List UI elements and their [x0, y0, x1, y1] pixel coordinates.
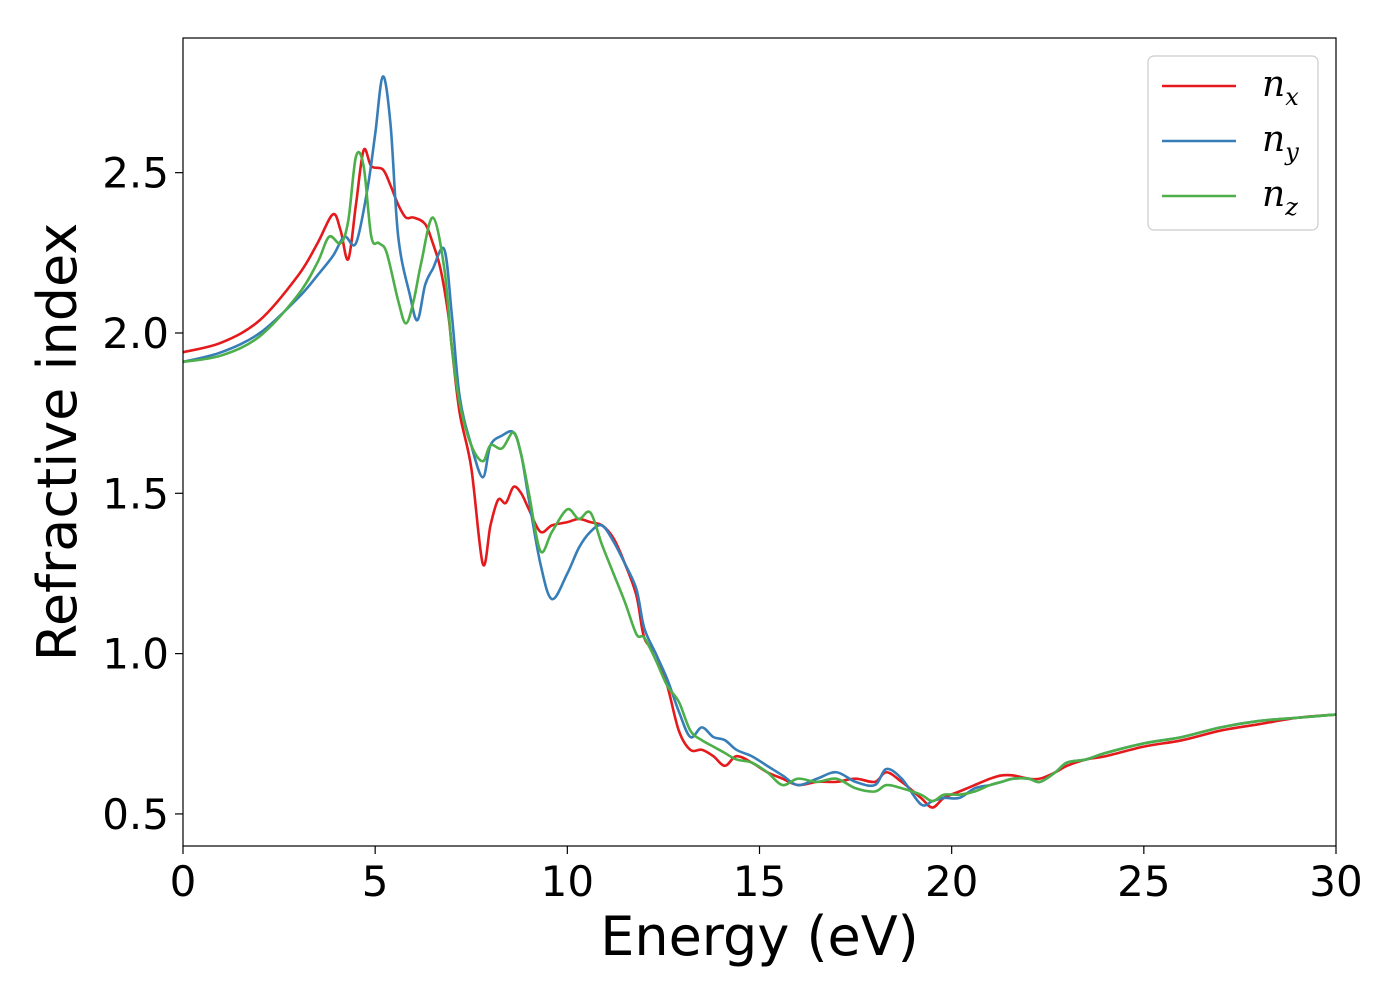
x-axis-title: Energy (eV) — [600, 905, 919, 968]
legend-item-z: nz — [1162, 174, 1298, 221]
legend-label: nx — [1262, 64, 1299, 111]
legend-box — [1147, 55, 1319, 231]
x-tick-label: 25 — [1117, 857, 1170, 906]
y-axis-title: Refractive index — [26, 223, 89, 662]
y-tick-label: 0.5 — [102, 790, 169, 839]
x-tick-label: 0 — [170, 857, 197, 906]
x-tick-label: 20 — [925, 857, 978, 906]
x-tick-label: 30 — [1309, 857, 1362, 906]
legend-label: nz — [1262, 174, 1298, 221]
legend-item-y: ny — [1162, 119, 1299, 166]
y-tick-label: 1.0 — [102, 630, 169, 679]
legend-item-x: nx — [1162, 64, 1299, 111]
y-axis: 0.5 1.0 1.5 2.0 2.5 — [102, 149, 183, 839]
y-tick-label: 2.0 — [102, 309, 169, 358]
x-tick-label: 10 — [541, 857, 594, 906]
legend-label: ny — [1262, 119, 1299, 166]
x-tick-label: 5 — [362, 857, 389, 906]
series-line-x — [183, 147, 1336, 809]
x-axis: 0 5 10 15 20 25 30 — [170, 846, 1363, 906]
y-tick-label: 2.5 — [102, 149, 169, 198]
series-layer — [183, 75, 1336, 809]
y-tick-label: 1.5 — [102, 469, 169, 518]
series-line-z — [183, 150, 1336, 803]
x-tick-label: 15 — [733, 857, 786, 906]
legend: nx ny nz — [1147, 55, 1319, 231]
